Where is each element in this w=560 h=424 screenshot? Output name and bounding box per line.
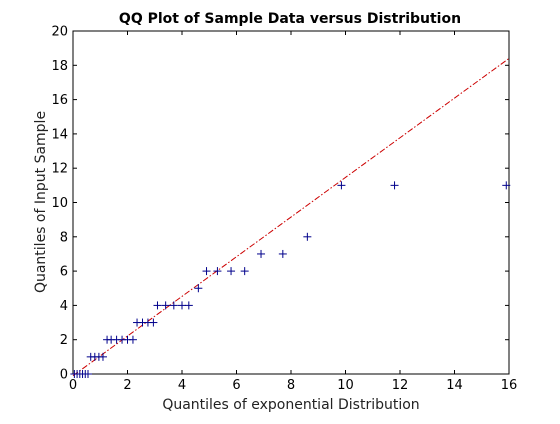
data-point [202, 267, 211, 276]
y-tick-label: 8 [60, 230, 68, 245]
data-point [161, 301, 170, 310]
x-tick-label: 14 [446, 378, 463, 393]
data-point [213, 267, 222, 276]
y-tick-label: 16 [51, 93, 68, 108]
y-tick-label: 12 [51, 162, 68, 177]
data-point [149, 318, 158, 327]
y-tick-label: 0 [60, 368, 68, 383]
data-point [194, 284, 203, 293]
data-point [169, 301, 178, 310]
y-tick-label: 18 [51, 59, 68, 74]
data-point [337, 181, 346, 190]
y-tick-label: 6 [60, 265, 68, 280]
data-point [184, 301, 193, 310]
data-points [70, 181, 511, 378]
data-point [128, 335, 137, 344]
y-tick-label: 2 [60, 333, 68, 348]
data-point [178, 301, 186, 310]
data-point [303, 232, 312, 241]
chart-title: QQ Plot of Sample Data versus Distributi… [119, 11, 461, 27]
data-point [153, 301, 162, 310]
data-point [83, 370, 92, 378]
x-tick-label: 0 [69, 378, 77, 393]
x-tick-label: 8 [287, 378, 295, 393]
x-tick-label: 6 [232, 378, 240, 393]
x-axis-title: Quantiles of exponential Distribution [162, 397, 419, 413]
y-tick-label: 14 [51, 127, 68, 142]
data-point [502, 181, 511, 190]
data-point [227, 267, 236, 276]
x-tick-label: 12 [392, 378, 409, 393]
data-point [240, 267, 249, 276]
y-tick-label: 4 [60, 299, 68, 314]
x-tick-label: 16 [501, 378, 518, 393]
x-tick-label: 10 [337, 378, 354, 393]
data-point [278, 249, 287, 258]
axis-ticks: 0 2 4 6 8 10 12 14 16 0 2 4 6 8 10 12 14 16 18 20 [51, 25, 517, 394]
data-point [98, 352, 107, 361]
x-tick-label: 4 [178, 378, 186, 393]
x-tick-label: 2 [123, 378, 131, 393]
data-point [257, 249, 266, 258]
data-point [390, 181, 399, 190]
y-axis-title: Quantiles of Input Sample [33, 111, 49, 293]
y-tick-label: 10 [51, 196, 68, 211]
y-tick-label: 20 [51, 25, 68, 40]
